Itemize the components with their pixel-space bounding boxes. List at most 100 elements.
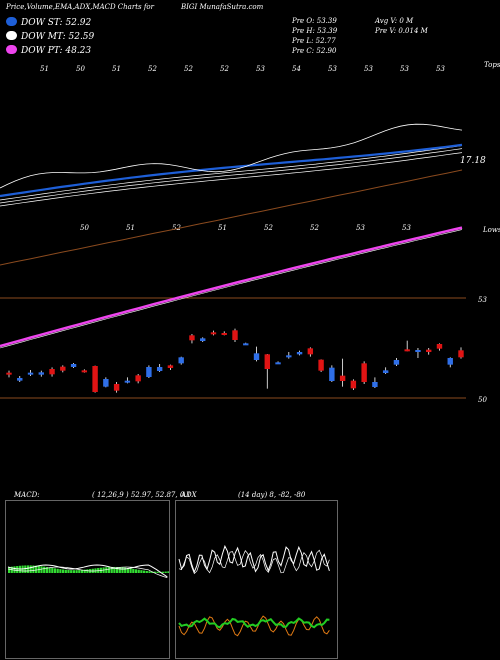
macd-bar [56,568,59,573]
candle-body [135,375,141,382]
macd-params: ( 12,26,9 ) 52.97, 52.87, 0.1 [92,491,191,499]
top-tick-labels: 51 50 51 52 52 52 53 54 53 53 53 53 [40,65,445,73]
adx-lines [178,544,330,637]
candle-body [382,370,389,373]
price-axis-high: 53 [478,296,487,304]
top-tick-label: 52 [148,65,157,73]
macd-bar [116,567,119,573]
top-tick-label: 53 [436,65,445,73]
site-name: MunafaSutra.com [199,3,264,11]
candle-body [70,364,77,367]
macd-bar [35,565,38,573]
macd-bar [48,567,51,573]
macd-bar [59,569,62,573]
candle-body [156,367,163,371]
legend-pt: DOW PT: 48.23 [6,45,91,56]
macd-bar [86,569,89,573]
macd-bar [32,565,35,573]
candle-body [38,372,44,375]
candle-body [393,360,400,365]
mid-tick-label: 52 [264,224,273,232]
candle-body [264,354,270,369]
top-tick-label: 52 [184,65,193,73]
top-tick-label: 53 [328,65,337,73]
ema-blue-line [0,143,463,198]
macd-bar [62,569,65,573]
candle-body [415,350,421,352]
mid-tick-label: 51 [218,224,227,232]
candle-body [458,350,464,358]
macd-bar [129,568,132,573]
mid-tick-label: 52 [172,224,181,232]
plus-di-line [178,617,330,629]
macd-lines [7,564,168,578]
top-tick-label: 51 [112,65,121,73]
candle-body [329,367,335,381]
chart-title: Price,Volume,EMA,ADX,MACD Charts for [6,3,154,11]
macd-bar [132,568,135,573]
candle-body [178,357,184,364]
candle-body [361,363,367,382]
macd-bar [151,571,154,573]
macd-bar [83,569,86,573]
macd-bar [148,571,151,573]
candle-body [103,379,109,387]
quote-high: Pre H: 53.39 [292,27,338,35]
candle-body [221,333,227,335]
ema-white-line-1 [0,145,463,201]
dow-pt-line [0,226,463,348]
adx-title: ADX [181,491,197,499]
macd-bar [24,565,27,573]
top-tick-label: 53 [364,65,373,73]
macd-bar [78,570,81,573]
macd-bar [40,566,43,573]
adx-title-text: ADX [181,491,197,499]
macd-bar [124,567,127,573]
top-tick-label: 51 [40,65,49,73]
macd-bar [145,570,148,573]
candle-body [447,358,453,365]
candle-body [60,366,66,371]
macd-bar [118,567,121,573]
macd-bar [51,567,54,573]
mid-tick-label: 53 [356,224,365,232]
candle-body [350,380,357,389]
top-tick-label: 50 [76,65,85,73]
mid-tick-label: 51 [126,224,135,232]
ema-lines [0,123,463,349]
candle-body [426,349,432,352]
adx-panel [175,500,338,659]
ema-brown-line [0,169,463,266]
candle-body [49,369,55,375]
adx-line-2 [178,549,330,575]
macd-bar [43,566,46,573]
dow-pt-inner-line [0,229,463,349]
macd-bar [72,570,75,573]
macd-bar [153,571,156,573]
candle-body [113,384,120,391]
top-tick-label: 53 [256,65,265,73]
quote-avgvol: Avg V: 0 M [375,17,414,25]
macd-bar [80,569,84,573]
candle-body [307,348,314,355]
macd-bar [75,570,78,573]
quote-low: Pre L: 52.77 [292,37,336,45]
macd-bar [143,570,146,573]
minus-di-line [178,615,330,637]
candle-body [339,375,346,381]
macd-bar [29,565,32,573]
macd-bar [64,569,67,573]
candle-body [167,365,174,368]
legend-mt-swatch [6,31,17,40]
price-trace-line [0,123,463,189]
quote-open: Pre O: 53.39 [292,17,337,25]
candle-body [189,335,195,341]
candle-body [92,366,98,392]
macd-bar [8,567,11,573]
macd-bar [105,567,108,573]
top-tick-label: 52 [220,65,229,73]
candle-body [232,330,238,340]
symbol: BIGI [181,3,198,11]
macd-bar [121,567,124,573]
macd-bar [140,570,143,573]
